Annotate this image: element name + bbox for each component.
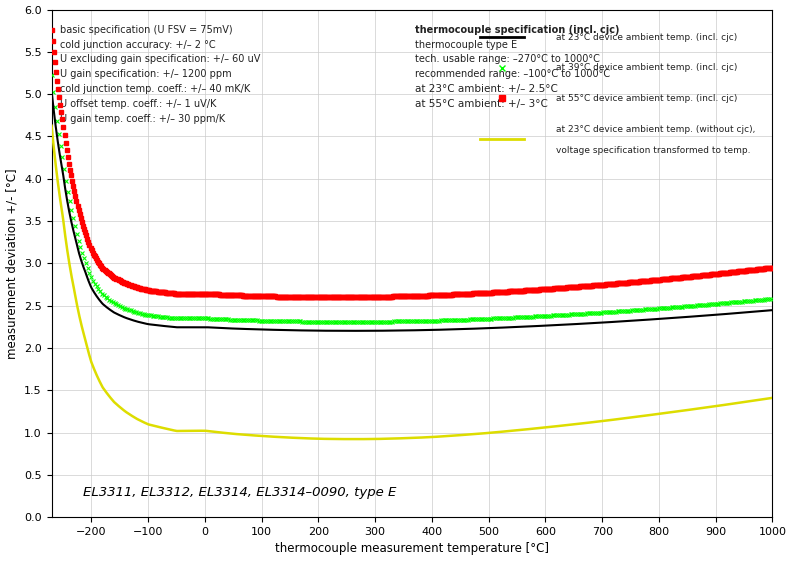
Text: thermocouple type E: thermocouple type E	[415, 40, 517, 49]
Text: cold junction temp. coeff.: +/– 40 mK/K: cold junction temp. coeff.: +/– 40 mK/K	[60, 84, 251, 94]
Text: basic specification (U FSV = 75mV): basic specification (U FSV = 75mV)	[60, 25, 232, 35]
Y-axis label: measurement deviation +/- [°C]: measurement deviation +/- [°C]	[6, 168, 18, 358]
Text: at 55°C device ambient temp. (incl. cjc): at 55°C device ambient temp. (incl. cjc)	[556, 94, 737, 103]
Text: tech. usable range: –270°C to 1000°C: tech. usable range: –270°C to 1000°C	[415, 54, 600, 65]
Text: U gain specification: +/– 1200 ppm: U gain specification: +/– 1200 ppm	[60, 69, 232, 79]
Text: U gain temp. coeff.: +/– 30 ppm/K: U gain temp. coeff.: +/– 30 ppm/K	[60, 114, 225, 123]
Text: at 39°C device ambient temp. (incl. cjc): at 39°C device ambient temp. (incl. cjc)	[556, 63, 737, 72]
Text: voltage specification transformed to temp.: voltage specification transformed to tem…	[556, 146, 751, 155]
Text: U excluding gain specification: +/– 60 uV: U excluding gain specification: +/– 60 u…	[60, 54, 260, 65]
Text: cold junction accuracy: +/– 2 °C: cold junction accuracy: +/– 2 °C	[60, 40, 216, 49]
X-axis label: thermocouple measurement temperature [°C]: thermocouple measurement temperature [°C…	[275, 542, 549, 555]
Text: at 23°C ambient: +/– 2.5°C: at 23°C ambient: +/– 2.5°C	[415, 84, 557, 94]
Text: thermocouple specification (incl. cjc): thermocouple specification (incl. cjc)	[415, 25, 619, 35]
Text: recommended range: –100°C to 1000°C: recommended range: –100°C to 1000°C	[415, 69, 610, 79]
Text: U offset temp. coeff.: +/– 1 uV/K: U offset temp. coeff.: +/– 1 uV/K	[60, 99, 216, 109]
Text: at 55°C ambient: +/– 3°C: at 55°C ambient: +/– 3°C	[415, 99, 548, 109]
Text: at 23°C device ambient temp. (incl. cjc): at 23°C device ambient temp. (incl. cjc)	[556, 33, 737, 42]
Text: at 23°C device ambient temp. (without cjc),: at 23°C device ambient temp. (without cj…	[556, 125, 756, 134]
Text: EL3311, EL3312, EL3314, EL3314–0090, type E: EL3311, EL3312, EL3314, EL3314–0090, typ…	[82, 486, 396, 499]
